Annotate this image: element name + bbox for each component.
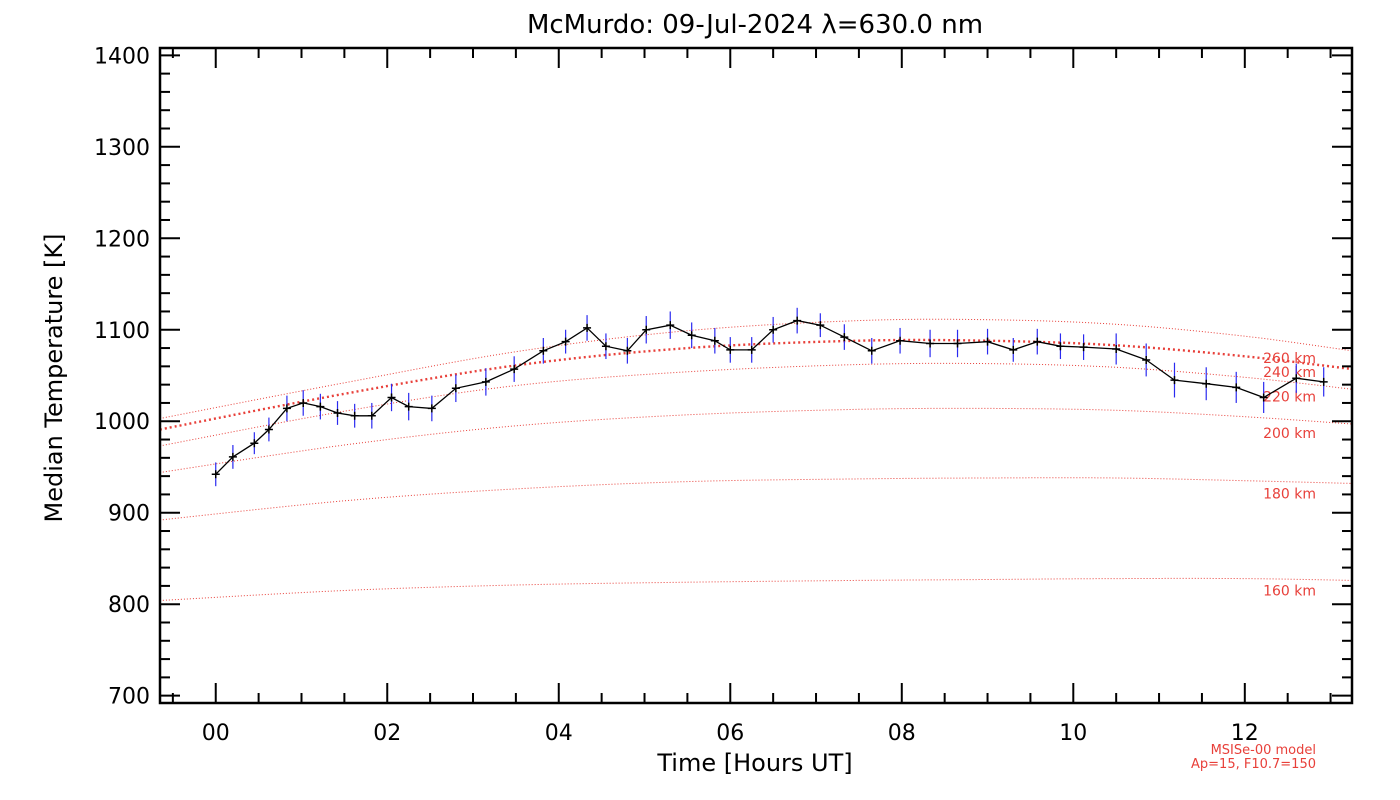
data-point [1170,376,1179,385]
data-point [264,425,273,434]
data-point [601,342,610,351]
model-note-params: Ap=15, F10.7=150 [1191,757,1316,772]
data-point [926,339,935,348]
y-tick-label: 700 [108,685,150,710]
data-point [816,321,825,330]
data-point [1259,393,1268,402]
data-point [687,331,696,340]
data-point [387,393,396,402]
data-point [451,384,460,393]
data-point [769,325,778,334]
data-point [666,321,675,330]
x-tick-label: 00 [202,721,230,746]
data-point [1112,344,1121,353]
data-point [316,402,325,411]
data-point [1009,345,1018,354]
plot-frame [158,46,1354,705]
x-tick-label: 08 [888,721,916,746]
data-point [250,439,259,448]
data-point [747,345,756,354]
model-curve-180-km [159,477,1353,521]
x-tick-label: 02 [373,721,401,746]
data-point [1232,383,1241,392]
data-point [953,339,962,348]
model-curve-label: 240 km [1263,365,1316,381]
data-point [1319,377,1328,386]
data-point [896,336,905,345]
data-point [427,404,436,413]
model-curve-200-km [159,407,1353,473]
data-point [350,411,359,420]
data-point [726,345,735,354]
model-curve-label: 180 km [1263,487,1316,503]
data-point [1202,379,1211,388]
y-tick-label: 800 [108,593,150,618]
data-point [710,336,719,345]
model-curve-240-km [159,338,1353,431]
data-point [867,346,876,355]
x-tick-label: 10 [1059,721,1087,746]
x-tick-label: 06 [716,721,744,746]
y-tick-label: 1200 [94,227,150,252]
y-tick-labels: 700 800 900 1000 1100 1200 1300 1400 [94,44,150,709]
model-curve-160-km [159,577,1353,601]
data-point [1056,342,1065,351]
data-point [228,452,237,461]
chart-title: McMurdo: 09-Jul-2024 λ=630.0 nm [527,10,983,40]
axis-ticks [160,48,1352,703]
y-tick-label: 1000 [94,410,150,435]
x-axis-label: Time [Hours UT] [656,749,852,777]
data-point [583,323,592,332]
data-point [840,333,849,342]
model-curve-260-km [159,318,1353,419]
data-point [481,377,490,386]
model-curves [159,318,1353,601]
model-note-name: MSISe-00 model [1211,743,1316,758]
data-point [299,398,308,407]
data-point [404,402,413,411]
data-point [561,337,570,346]
model-curve-label: 260 km [1263,351,1316,367]
data-point [367,411,376,420]
data-point [983,337,992,346]
measurement-markers [211,316,1328,479]
y-tick-label: 1100 [94,319,150,344]
y-axis-label: Median Temperature [K] [40,233,68,522]
y-tick-label: 1300 [94,136,150,161]
data-point [282,404,291,413]
x-tick-label: 04 [545,721,573,746]
data-point [1142,355,1151,364]
data-point [539,346,548,355]
model-curve-label: 220 km [1263,390,1316,406]
data-point [510,365,519,374]
x-tick-label: 12 [1231,721,1259,746]
data-point [1033,337,1042,346]
model-curve-label: 160 km [1263,583,1316,599]
model-curve-220-km [159,362,1353,447]
data-point [333,409,342,418]
y-tick-label: 1400 [94,44,150,69]
error-bars [215,307,1325,487]
data-point [642,325,651,334]
x-tick-labels: 00 02 04 06 08 10 12 [202,721,1259,746]
data-point [623,346,632,355]
data-point [1292,374,1301,383]
data-point [211,470,220,479]
model-curve-label: 200 km [1263,426,1316,442]
data-point [1079,343,1088,352]
y-tick-label: 900 [108,502,150,527]
data-point [793,316,802,325]
